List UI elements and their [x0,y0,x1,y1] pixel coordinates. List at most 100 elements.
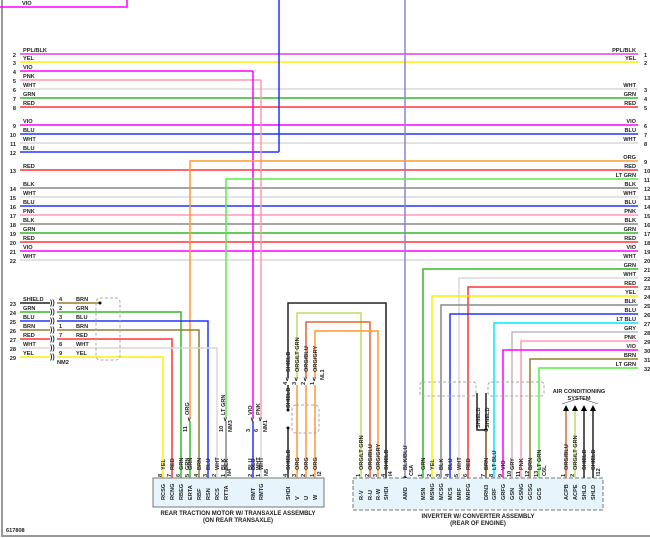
pin-number: 15 [10,196,16,202]
pin-number: 10 [219,426,225,432]
wire-label: WHT [457,457,463,470]
wire-label: WHT [623,191,636,197]
pin-number: 19 [10,232,16,238]
wire-label: BLK [439,459,445,471]
terminal-label: GRFG [501,484,507,500]
pin-number: 1 [356,474,362,477]
wire-label: ORG [623,155,636,161]
wire-org-blu [305,321,371,478]
wire-label: WHT [623,83,636,89]
pin-number: 21 [644,268,650,274]
terminal-label: GSN [510,488,516,500]
wire-label: BRN [76,297,88,303]
connector-terminal-icon: )) [50,300,55,307]
harness-wire-right-28 [511,331,638,478]
wire-label: WHT [623,272,636,278]
wire-label: BLU [206,459,212,471]
pin-number: 16 [644,223,650,229]
harness-wire-right-24 [431,295,638,478]
pin-number: 2 [365,474,371,477]
wire-label: RED [624,101,636,107]
connector-terminal-icon: ∨ [294,377,298,383]
inverter-box [352,477,604,511]
wire-label: GRN [76,306,88,312]
wire-label: PNK [23,209,35,215]
terminal-label: SHLD [582,485,588,500]
pin-number: 1 [310,382,316,385]
arrow-up-icon [581,405,587,411]
pin-number: 4 [644,97,648,103]
wire-label: ORG/BLU [564,444,570,470]
pin-number: 2 [301,474,307,477]
wire-label: BRN [528,458,534,470]
wire-label: GRY [624,326,636,332]
pin-number: 12 [525,471,531,477]
wire-label: BLU [248,459,254,471]
wire-label: BLK [224,459,230,471]
pin-number: 4 [194,473,200,477]
wire-label: ORG/LT GRN [359,435,365,470]
pin-number: 2 [301,382,307,385]
pin-number: 29 [644,340,650,346]
pin-number: 5 [644,106,647,112]
pin-number: 3 [644,88,647,94]
wire-label: PPL/BLK [612,48,636,54]
wire-label: ORG [304,457,310,470]
connector-id: C6L [542,465,548,476]
terminal-label: R-U [368,490,374,500]
terminal-label: SHDI [286,486,292,500]
diagram-id: 617808 [6,528,25,534]
pin-number: 18 [644,241,650,247]
pin-number: 5 [454,474,460,477]
wire-label: WHT [623,254,636,260]
harness-wire-right-29 [520,340,638,478]
terminal-label: GCS [537,488,543,500]
terminal-label: RMT [251,487,257,500]
wire-label: BLU [625,308,637,314]
wire-label: SHIELD [485,407,491,428]
pin-number: 28 [10,347,16,353]
wire-label: BLK [221,459,227,471]
wire-label: PNK [519,458,525,470]
pin-number: 4 [283,473,289,477]
wire-org-lt-grn [296,312,362,478]
pin-number: 2 [59,306,62,312]
connector-terminal-icon: ∨ [258,417,262,423]
shield-outline [419,381,477,397]
wire-label: WHT [23,137,36,143]
pin-number: 21 [10,250,16,256]
connector-id: NM3 [228,420,234,432]
wire-label: ORG [295,457,301,470]
terminal-label: V [295,496,301,500]
terminal-label: AMD [403,487,409,500]
wire-label: GRN [179,458,185,470]
terminal-label: RBF [197,488,203,500]
wire-label: BRN [484,458,490,470]
wire-label: YEL [23,56,34,62]
pin-number: 1 [418,474,424,477]
arrow-up-icon [563,405,569,411]
wire-label: SHIELD [582,449,588,470]
pin-number: 13 [644,196,650,202]
terminal-label: DRN3 [484,485,490,500]
pin-number: 6 [644,124,647,130]
pin-number: 4 [445,473,451,477]
terminal-label: R-W [376,488,382,500]
pin-number: 24 [10,311,17,317]
pin-number: 23 [644,286,650,292]
wire-label: LT BLU [617,317,636,323]
pin-number: 16 [10,205,16,211]
pin-number: 32 [644,367,650,373]
harness-wire-right-9 [189,160,638,418]
wire-label: BRN [23,324,35,330]
pin-number: 10 [644,169,650,175]
wire-label: RED [624,281,636,287]
pin-number: 3 [13,61,16,67]
terminal-label: RCNG [170,484,176,500]
wire-label: BLK [625,218,637,224]
component-title: INVERTER W/ CONVERTER ASSEMBLY [422,514,535,520]
pin-number: 9 [498,474,504,477]
pin-number: 13 [10,169,16,175]
wire-label: PPL/BLK [23,48,47,54]
connector-id: NM1 [263,420,269,432]
